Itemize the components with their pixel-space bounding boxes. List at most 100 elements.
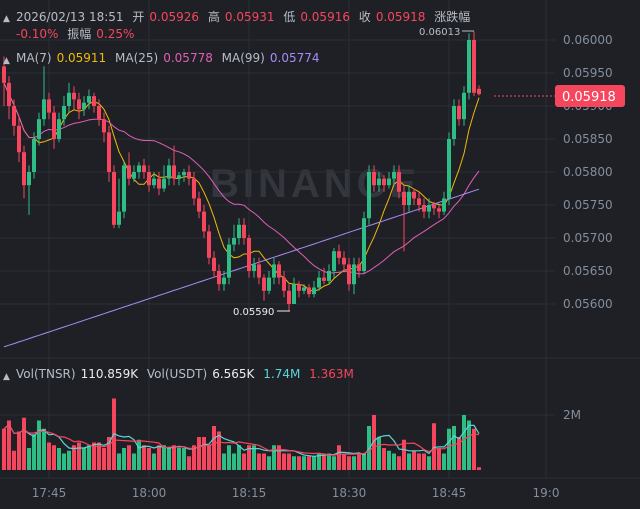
candle-body [77, 99, 81, 110]
volume-bar [457, 437, 461, 470]
candle-body [247, 238, 251, 271]
candle-body [217, 271, 221, 285]
candle-body [227, 244, 231, 278]
volume-bar [262, 453, 266, 470]
candle-body [317, 277, 321, 288]
volume-bar [82, 448, 86, 470]
current-price-tag: 0.05918 [494, 85, 625, 107]
candle-body [367, 172, 371, 219]
volume-bar [217, 431, 221, 470]
volume-bar [32, 434, 36, 470]
volume-bar [192, 445, 196, 470]
volume-bar [417, 453, 421, 470]
volume-axis: 2M [563, 408, 581, 422]
volume-bar [267, 456, 271, 470]
candle-body [362, 218, 366, 271]
volume-legend[interactable]: Vol(TNSR) 110.859K Vol(USDT) 6.565K 1.74M … [16, 367, 359, 381]
ma99-value: 0.05774 [269, 51, 320, 65]
candle-body [347, 264, 351, 285]
ma7-value: 0.05911 [56, 51, 107, 65]
candle-body [122, 165, 126, 212]
low-label: 低 [283, 10, 296, 24]
volume-bar [272, 445, 276, 470]
volume-bar [392, 453, 396, 470]
ohlc-header: 2026/02/13 18:51 开 0.05926 高 0.05931 低 0.05… [16, 8, 475, 25]
candle-body [112, 172, 116, 225]
change-value: -0.10% [16, 27, 59, 41]
time-tick-label: 18:00 [132, 486, 167, 500]
volume-bar [292, 456, 296, 470]
candle-body [442, 198, 446, 212]
candle-body [312, 287, 316, 295]
volume-bar [377, 437, 381, 470]
ma25-line [3, 82, 480, 275]
volume-bar [67, 450, 71, 470]
vol-tnsr-label: Vol(TNSR) [16, 367, 76, 381]
candle-body [287, 290, 291, 304]
candle-body [192, 178, 196, 199]
volume-bar [47, 442, 51, 470]
price-tick-label: 0.05650 [563, 264, 613, 278]
volume-bar [122, 448, 126, 470]
volume-bar [412, 450, 416, 470]
candle-body [457, 106, 461, 120]
candle-body [477, 88, 481, 95]
volume-bar [2, 428, 6, 470]
ma7-label: MA(7) [16, 51, 52, 65]
candle-body [427, 205, 431, 212]
candle-body [132, 172, 136, 179]
candles [2, 31, 481, 311]
candle-body [62, 106, 66, 120]
ma99-line [3, 188, 480, 348]
volume-bar [87, 445, 91, 470]
candle-body [292, 284, 296, 304]
volume-bar [72, 445, 76, 470]
volume-bar [242, 453, 246, 470]
volume-bar [17, 431, 21, 470]
volume-bar [297, 456, 301, 470]
volume-bar [132, 453, 136, 470]
candle-body [392, 172, 396, 179]
volume-bar [157, 445, 161, 470]
candle-body [182, 172, 186, 176]
candle-body [17, 125, 21, 153]
collapse-ma-icon[interactable]: ▲ [3, 56, 10, 66]
candle-body [402, 191, 406, 205]
candle-body [382, 178, 386, 186]
price-axis: 0.060000.059500.059000.058500.058000.057… [563, 33, 613, 311]
volume-bar [387, 450, 391, 470]
candle-body [242, 224, 246, 238]
volume-bar [467, 420, 471, 470]
candle-body [97, 106, 101, 120]
volume-bar [172, 445, 176, 470]
time-tick-label: 18:15 [232, 486, 267, 500]
candle-body [207, 231, 211, 258]
volume-bar [372, 415, 376, 470]
volume-bar [182, 448, 186, 470]
volume-bar [342, 453, 346, 470]
time-tick-label: 19:0 [533, 486, 560, 500]
volume-bar [77, 442, 81, 470]
collapse-header-icon[interactable]: ▲ [3, 14, 10, 24]
open-value: 0.05926 [149, 10, 200, 24]
ma-legend[interactable]: MA(7) 0.05911 MA(25) 0.05778 MA(99) 0.05774 [16, 51, 325, 65]
candle-body [407, 191, 411, 205]
ma99-label: MA(99) [221, 51, 265, 65]
candle-body [377, 178, 381, 186]
candle-body [387, 178, 391, 186]
volume-bar [357, 453, 361, 470]
ma25-label: MA(25) [115, 51, 159, 65]
candle-body [397, 172, 401, 192]
candle-body [187, 172, 191, 179]
volume-bar [212, 426, 216, 470]
volume-bar [422, 453, 426, 470]
candle-body [432, 205, 436, 209]
volume-bar [312, 456, 316, 470]
volume-bar [337, 445, 341, 470]
candle-body [257, 264, 261, 278]
volume-bar [252, 445, 256, 470]
volume-bar [222, 453, 226, 470]
volume-bar [107, 437, 111, 470]
collapse-vol-icon[interactable]: ▲ [3, 372, 10, 382]
